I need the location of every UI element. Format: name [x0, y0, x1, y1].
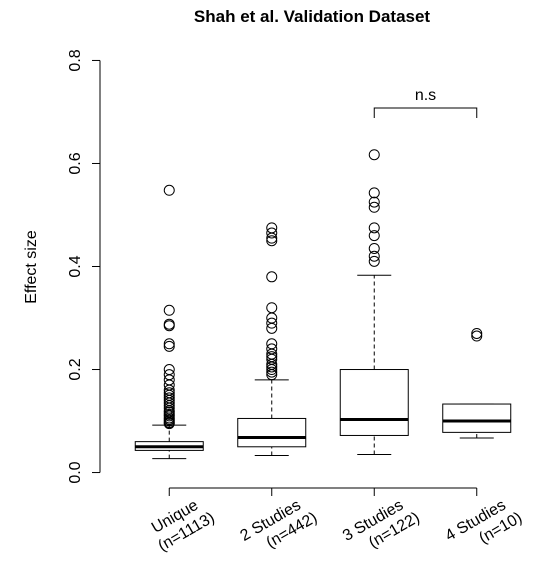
outlier — [471, 330, 483, 342]
x-tick-label-group: 4 Studies(n=10) — [442, 497, 525, 548]
outlier — [163, 338, 175, 350]
outlier — [368, 230, 380, 242]
y-tick-label: 0.2 — [67, 358, 84, 380]
x-tick-label-group: 3 Studies(n=122) — [340, 497, 423, 552]
box — [442, 403, 512, 433]
outlier — [368, 149, 380, 161]
outlier — [266, 343, 278, 355]
outlier — [266, 235, 278, 247]
y-axis-label: Effect size — [23, 230, 40, 304]
outlier — [368, 242, 380, 254]
x-tick-label-group: Unique(n=1113) — [149, 497, 218, 555]
outlier — [368, 250, 380, 262]
outlier — [266, 317, 278, 329]
outlier — [266, 351, 278, 363]
y-tick-label: 0.6 — [67, 152, 84, 174]
box — [339, 369, 409, 436]
bracket — [373, 107, 478, 118]
outlier — [163, 392, 175, 404]
outlier — [266, 271, 278, 283]
outlier — [163, 184, 175, 196]
outlier — [266, 227, 278, 239]
y-tick-label: 0.4 — [67, 255, 84, 277]
outlier — [163, 340, 175, 352]
chart-title: Shah et al. Validation Dataset — [194, 7, 431, 26]
outlier — [163, 364, 175, 376]
outlier — [368, 201, 380, 213]
outlier — [471, 327, 483, 339]
y-tick-label: 0.0 — [67, 461, 84, 483]
outlier — [163, 387, 175, 399]
outlier — [266, 222, 278, 234]
outlier — [368, 187, 380, 199]
outlier — [163, 369, 175, 381]
y-tick-label: 0.8 — [67, 49, 84, 71]
outlier — [368, 196, 380, 208]
outlier — [163, 304, 175, 316]
box — [237, 417, 307, 448]
outlier — [368, 255, 380, 267]
outlier — [266, 338, 278, 350]
outlier — [163, 318, 175, 330]
outlier — [266, 366, 278, 378]
outlier — [368, 222, 380, 234]
x-tick-label-group: 2 Studies(n=442) — [237, 497, 320, 552]
outlier — [266, 302, 278, 314]
annotation: n.s — [415, 87, 436, 104]
